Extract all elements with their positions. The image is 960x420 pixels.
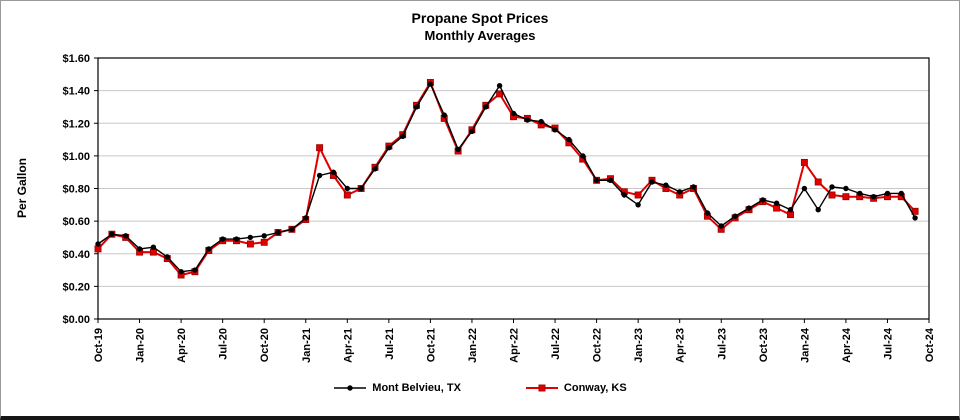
x-tick-label: Oct-19 <box>93 328 105 362</box>
x-tick-label: Oct-20 <box>259 328 271 362</box>
y-tick-label: $0.20 <box>62 281 90 293</box>
y-tick-label: $1.00 <box>62 151 90 163</box>
x-tick-label: Jul-20 <box>218 328 230 360</box>
legend-item-conway: Conway, KS <box>525 382 627 394</box>
square-marker-icon <box>525 384 558 392</box>
x-tick-label: Jan-22 <box>467 328 479 363</box>
x-axis-ticks: Oct-19 Jan-20 Apr-20 Jul-20 Oct-20 Jan-21 Apr-… <box>93 319 936 363</box>
x-tick-label: Apr-24 <box>841 327 853 363</box>
circle-marker-icon <box>334 385 367 391</box>
series-conway <box>94 79 919 279</box>
x-tick-label: Apr-21 <box>342 328 354 363</box>
x-tick-label: Jul-24 <box>882 327 894 360</box>
y-tick-label: $0.40 <box>62 249 90 261</box>
x-tick-label: Jan-24 <box>799 327 811 363</box>
x-tick-label: Oct-23 <box>758 328 770 362</box>
x-tick-label: Apr-23 <box>675 328 687 363</box>
gridlines <box>98 57 929 287</box>
x-tick-label: Jan-20 <box>135 328 147 363</box>
x-tick-label: Oct-21 <box>425 328 437 362</box>
x-tick-label: Jul-23 <box>716 328 728 360</box>
y-tick-label: $1.60 <box>62 53 90 65</box>
series-mont-belvieu <box>95 81 918 275</box>
series-markers-conway <box>94 79 919 279</box>
x-tick-label: Jan-23 <box>633 328 645 363</box>
chart-subtitle: Monthly Averages <box>424 28 536 43</box>
y-tick-label: $0.80 <box>62 184 90 196</box>
x-tick-label: Oct-24 <box>924 327 936 362</box>
legend-label-mont-belvieu: Mont Belvieu, TX <box>372 382 461 394</box>
chart-title: Propane Spot Prices <box>411 10 549 26</box>
x-tick-label: Apr-22 <box>509 328 521 363</box>
x-tick-label: Oct-22 <box>592 328 604 362</box>
series-line-conway <box>97 81 916 276</box>
legend-label-conway: Conway, KS <box>563 382 627 394</box>
y-tick-label: $0.00 <box>62 314 90 326</box>
y-tick-label: $1.40 <box>62 86 90 98</box>
y-axis-ticks: $0.00 $0.20 $0.40 $0.60 $0.80 $1.00 $1.20 $1.40… <box>62 53 98 326</box>
y-tick-label: $1.20 <box>62 118 90 130</box>
series-markers-mont-belvieu <box>95 81 918 275</box>
y-tick-label: $0.60 <box>62 216 90 228</box>
x-tick-label: Apr-20 <box>176 328 188 363</box>
x-tick-label: Jul-22 <box>550 328 562 360</box>
x-tick-label: Jul-21 <box>384 328 396 360</box>
legend-item-mont-belvieu: Mont Belvieu, TX <box>333 382 461 394</box>
x-tick-label: Jan-21 <box>301 328 313 363</box>
chart-legend: Mont Belvieu, TX Conway, KS <box>1 382 959 394</box>
